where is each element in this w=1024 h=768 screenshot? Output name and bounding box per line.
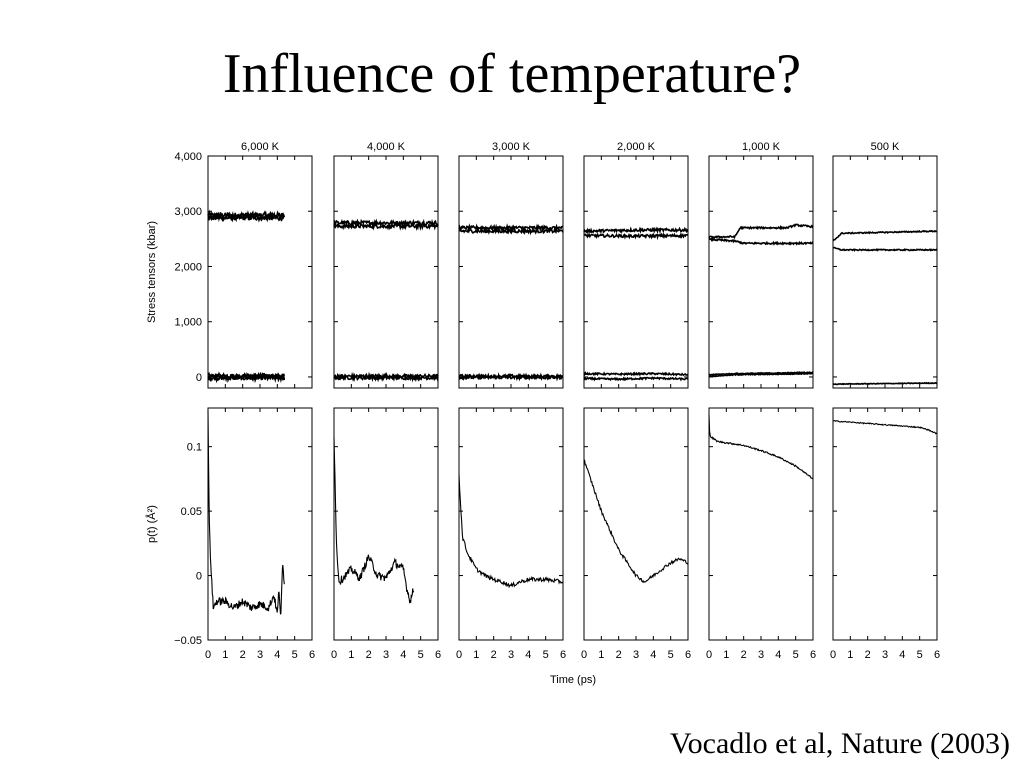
xtick-label: 2 [491,649,497,661]
top-ytick-label: 0 [196,372,202,384]
bottom-panel-2-series-0-line [458,474,564,589]
top-panel-3-series-0-line [583,226,689,236]
slide-title: Influence of temperature? [222,43,802,105]
x-axis-label: Time (ps) [550,674,596,686]
bottom-panel-3-frame [583,407,689,641]
xtick-label: 0 [205,649,211,661]
panel-title: 1,000 K [742,141,781,153]
top-panel-1-series-1-line [333,221,439,232]
xtick-label: 0 [706,649,712,661]
xtick-label: 2 [741,649,747,661]
xtick-label: 6 [435,649,441,661]
bottom-panel-1-frame [333,407,439,641]
xtick-label: 2 [240,649,246,661]
bottom-ytick-label: 0 [196,571,202,583]
xtick-label: 4 [899,649,905,661]
top-ytick-label: 1,000 [174,317,202,329]
panel-title: 6,000 K [241,141,280,153]
top-panel-2-frame [458,155,564,389]
xtick-label: 5 [292,649,298,661]
xtick-label: 5 [793,649,799,661]
xtick-label: 4 [525,649,531,661]
xtick-label: 1 [723,649,729,661]
top-row-ylabel: Stress tensors (kbar) [146,221,158,323]
xtick-label: 0 [331,649,337,661]
panel-title: 3,000 K [492,141,531,153]
top-panel-1-frame [333,155,439,389]
top-panel-0-frame [207,155,313,389]
xtick-label: 2 [616,649,622,661]
top-panel-5-series-2-line [832,381,938,386]
xtick-label: 1 [847,649,853,661]
xtick-label: 6 [685,649,691,661]
bottom-panel-0-series-0-line [207,410,285,615]
top-panel-4-frame [708,155,814,389]
panel-title: 4,000 K [367,141,406,153]
xtick-label: 5 [917,649,923,661]
top-panel-5-frame [832,155,938,389]
panel-title: 2,000 K [617,141,656,153]
xtick-label: 5 [668,649,674,661]
bottom-panel-1-series-0-line [333,437,415,604]
top-panel-3-series-2-line [583,371,688,377]
xtick-label: 6 [934,649,940,661]
xtick-label: 1 [473,649,479,661]
top-panel-0-series-3-line [207,373,286,384]
top-panel-3-series-3-line [583,376,689,382]
bottom-row-ylabel: p(t) (Å²) [145,505,158,543]
xtick-label: 1 [222,649,228,661]
bottom-ytick-label: 0.05 [181,506,202,518]
bottom-panel-5-series-0-line [832,420,938,435]
top-panel-0-series-1-line [208,212,285,223]
xtick-label: 3 [257,649,263,661]
xtick-label: 1 [598,649,604,661]
top-panel-1-series-3-line [333,373,439,383]
panel-title: 500 K [871,141,900,153]
bottom-panel-5-frame [832,407,938,641]
bottom-panel-4-series-0-line [708,414,814,480]
bottom-ytick-label: 0.1 [187,442,202,454]
xtick-label: 6 [309,649,315,661]
top-panel-4-series-0-line [708,223,814,240]
xtick-label: 2 [865,649,871,661]
top-ytick-label: 3,000 [174,206,202,218]
xtick-label: 3 [633,649,639,661]
top-panel-5-series-0-line [832,229,938,242]
xtick-label: 4 [775,649,781,661]
top-panel-3-frame [583,155,689,389]
xtick-label: 3 [383,649,389,661]
top-ytick-label: 2,000 [174,261,202,273]
xtick-label: 3 [758,649,764,661]
xtick-label: 4 [400,649,406,661]
xtick-label: 6 [560,649,566,661]
xtick-label: 4 [274,649,280,661]
xtick-label: 5 [418,649,424,661]
bottom-panel-2-frame [458,407,564,641]
xtick-label: 6 [810,649,816,661]
xtick-label: 1 [348,649,354,661]
xtick-label: 0 [830,649,836,661]
top-panel-5-series-1-line [832,246,938,252]
xtick-label: 0 [456,649,462,661]
citation: Vocadlo et al, Nature (2003) [669,727,1010,760]
xtick-label: 0 [581,649,587,661]
bottom-panel-3-series-0-line [583,459,689,584]
top-panel-4-series-3-line [708,372,814,378]
xtick-label: 3 [882,649,888,661]
xtick-label: 5 [543,649,549,661]
xtick-label: 3 [508,649,514,661]
top-panel-2-series-3-line [458,373,564,382]
top-ytick-label: 4,000 [174,151,202,163]
top-panel-2-series-1-line [458,226,564,236]
top-panel-4-series-1-line [708,237,814,246]
xtick-label: 2 [366,649,372,661]
bottom-ytick-label: −0.05 [174,635,202,647]
xtick-label: 4 [650,649,656,661]
top-panel-3-series-1-line [583,231,688,241]
